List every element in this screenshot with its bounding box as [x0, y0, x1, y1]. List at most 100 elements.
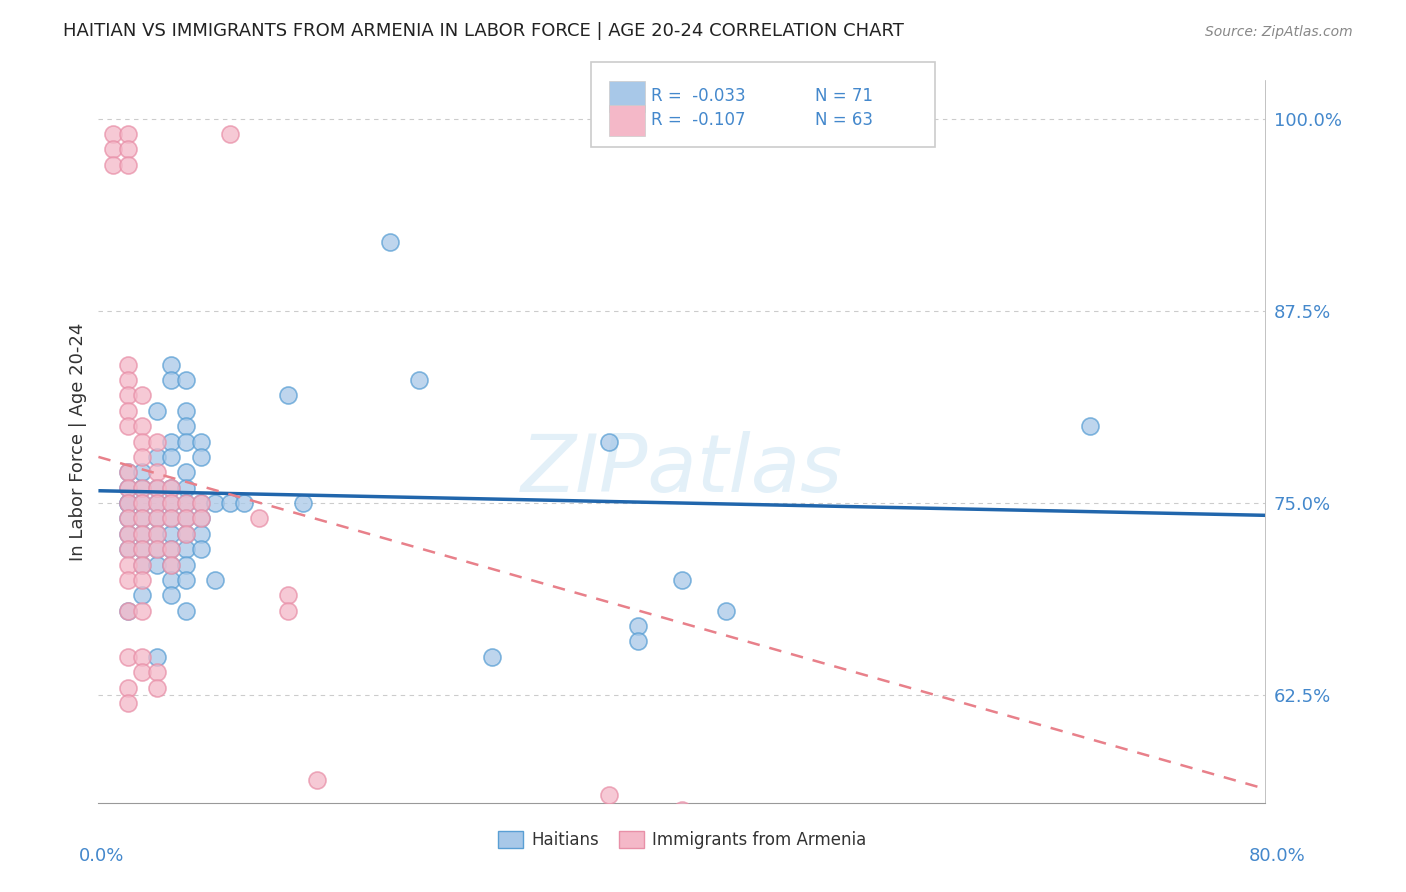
Point [117, 511, 139, 525]
Point [117, 696, 139, 710]
Point [247, 511, 270, 525]
Point [146, 681, 169, 695]
Point [117, 604, 139, 618]
Point [131, 588, 153, 602]
Point [131, 526, 153, 541]
Point [117, 404, 139, 418]
Point [131, 649, 153, 664]
Point [101, 158, 124, 172]
Point [117, 358, 139, 372]
Point [174, 511, 197, 525]
Text: 0.0%: 0.0% [79, 847, 124, 864]
Text: ZIPatlas: ZIPatlas [520, 432, 844, 509]
Point [174, 511, 197, 525]
Point [117, 481, 139, 495]
Point [146, 558, 169, 572]
Point [131, 558, 153, 572]
Point [160, 542, 183, 557]
Point [174, 496, 197, 510]
Point [117, 511, 139, 525]
Point [146, 511, 169, 525]
Point [117, 604, 139, 618]
Point [131, 665, 153, 680]
Point [146, 434, 169, 449]
Point [174, 496, 197, 510]
Point [117, 465, 139, 479]
Point [131, 450, 153, 464]
Point [160, 450, 183, 464]
Point [146, 481, 169, 495]
Legend: Haitians, Immigrants from Armenia: Haitians, Immigrants from Armenia [491, 824, 873, 856]
Point [131, 511, 153, 525]
Point [174, 558, 197, 572]
Point [190, 526, 212, 541]
Point [117, 573, 139, 587]
Point [671, 573, 693, 587]
Point [277, 588, 299, 602]
Point [160, 573, 183, 587]
Point [131, 481, 153, 495]
Point [174, 573, 197, 587]
Point [131, 542, 153, 557]
Point [291, 496, 314, 510]
Point [160, 511, 183, 525]
Point [146, 465, 169, 479]
Point [117, 542, 139, 557]
Point [408, 373, 430, 387]
Point [131, 419, 153, 434]
Point [117, 526, 139, 541]
Point [160, 481, 183, 495]
Point [598, 788, 620, 802]
Point [160, 434, 183, 449]
Point [174, 419, 197, 434]
Point [131, 526, 153, 541]
Point [117, 542, 139, 557]
Point [174, 542, 197, 557]
Text: R =  -0.033: R = -0.033 [651, 87, 745, 105]
Point [160, 526, 183, 541]
Point [117, 496, 139, 510]
Point [627, 634, 650, 648]
Point [146, 511, 169, 525]
Point [174, 604, 197, 618]
Point [598, 434, 620, 449]
Point [117, 158, 139, 172]
Point [131, 465, 153, 479]
Point [146, 496, 169, 510]
Point [117, 388, 139, 402]
Point [307, 772, 329, 787]
Point [160, 496, 183, 510]
Point [190, 511, 212, 525]
Point [190, 496, 212, 510]
Point [146, 665, 169, 680]
Point [131, 542, 153, 557]
Point [117, 127, 139, 141]
Point [101, 143, 124, 157]
Point [190, 450, 212, 464]
Point [117, 419, 139, 434]
Point [204, 573, 226, 587]
Point [117, 496, 139, 510]
Point [174, 465, 197, 479]
Point [481, 649, 503, 664]
Point [174, 526, 197, 541]
Text: R =  -0.107: R = -0.107 [651, 112, 745, 129]
Point [174, 404, 197, 418]
Point [160, 481, 183, 495]
Point [117, 681, 139, 695]
Point [146, 649, 169, 664]
Point [380, 235, 402, 249]
Text: N = 63: N = 63 [815, 112, 873, 129]
Y-axis label: In Labor Force | Age 20-24: In Labor Force | Age 20-24 [69, 322, 87, 561]
Point [160, 511, 183, 525]
Point [160, 558, 183, 572]
Text: 80.0%: 80.0% [1249, 847, 1305, 864]
Point [190, 542, 212, 557]
Point [1080, 419, 1102, 434]
Text: HAITIAN VS IMMIGRANTS FROM ARMENIA IN LABOR FORCE | AGE 20-24 CORRELATION CHART: HAITIAN VS IMMIGRANTS FROM ARMENIA IN LA… [63, 21, 904, 39]
Point [131, 434, 153, 449]
Text: Source: ZipAtlas.com: Source: ZipAtlas.com [1205, 25, 1353, 38]
Point [146, 526, 169, 541]
Point [131, 573, 153, 587]
Point [160, 358, 183, 372]
